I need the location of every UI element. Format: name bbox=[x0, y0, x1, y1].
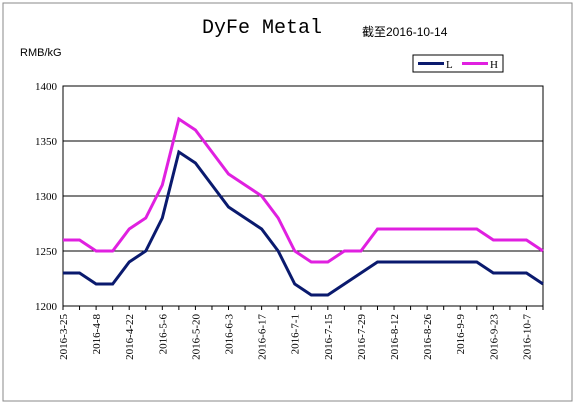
x-tick-label: 2016-8-12 bbox=[389, 314, 401, 360]
series-line bbox=[63, 116, 544, 264]
annotation: 截至2016-10-14 bbox=[362, 25, 448, 39]
x-tick-label: 2016-5-20 bbox=[190, 314, 202, 360]
x-tick-label: 2016-4-22 bbox=[124, 314, 136, 360]
x-tick-label: 2016-4-8 bbox=[91, 314, 103, 355]
y-tick-label: 1250 bbox=[35, 246, 58, 258]
x-tick-label: 2016-3-25 bbox=[58, 314, 70, 360]
y-axis-label: RMB/kG bbox=[20, 47, 62, 59]
x-tick-label: 2016-9-23 bbox=[488, 314, 500, 360]
x-tick-label: 2016-6-3 bbox=[224, 314, 236, 355]
x-tick-label: 2016-10-7 bbox=[521, 314, 533, 360]
legend bbox=[412, 54, 504, 73]
chart-title: DyFe Metal bbox=[202, 17, 322, 40]
x-tick-label: 2016-6-17 bbox=[257, 314, 269, 360]
x-tick-label: 2016-9-9 bbox=[455, 314, 467, 355]
legend-label: L bbox=[446, 59, 453, 71]
x-tick-label: 2016-7-15 bbox=[323, 314, 335, 360]
x-tick-label: 2016-8-26 bbox=[422, 314, 434, 360]
x-tick-label: 2016-7-29 bbox=[356, 314, 368, 360]
legend-label: H bbox=[490, 59, 498, 71]
y-tick-label: 1200 bbox=[35, 301, 58, 313]
x-tick-label: 2016-5-6 bbox=[157, 314, 169, 355]
y-tick-label: 1400 bbox=[35, 81, 58, 93]
series-line bbox=[63, 149, 544, 297]
y-tick-label: 1350 bbox=[35, 136, 58, 148]
x-tick-label: 2016-7-1 bbox=[290, 314, 302, 354]
y-tick-label: 1300 bbox=[35, 191, 58, 203]
